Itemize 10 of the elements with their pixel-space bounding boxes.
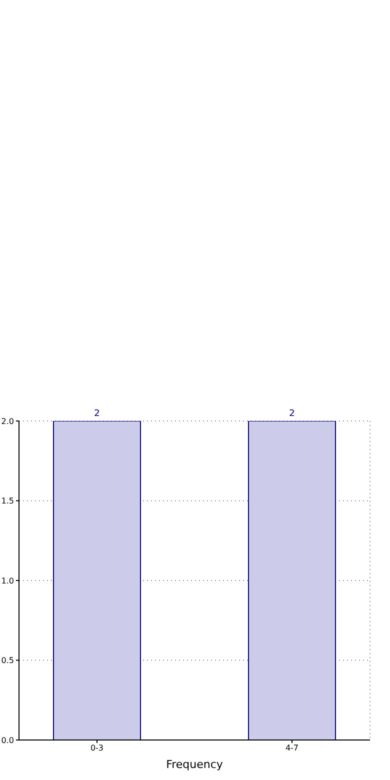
data-label: 2 <box>289 409 295 419</box>
y-tick-label: 1.0 <box>1 576 14 586</box>
data-label: 2 <box>94 409 100 419</box>
x-tick-label: 0-3 <box>90 744 104 753</box>
y-tick-label: 2.0 <box>1 416 14 426</box>
y-tick-label: 0.5 <box>1 656 14 666</box>
x-tick-label: 4-7 <box>285 744 299 753</box>
y-tick-label: 1.5 <box>1 496 14 506</box>
x-axis-title: Frequency <box>166 758 224 771</box>
y-tick-label: 0.0 <box>1 736 14 745</box>
